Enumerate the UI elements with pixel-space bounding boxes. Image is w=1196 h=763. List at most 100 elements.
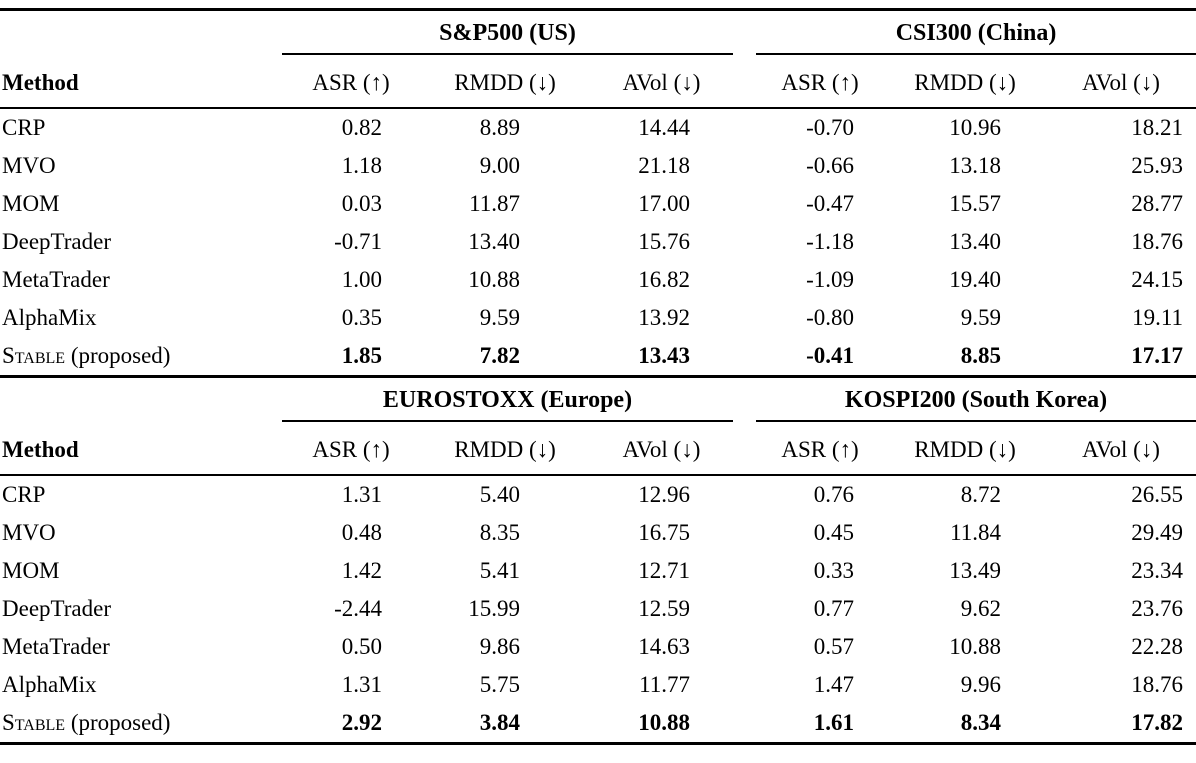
metric-value-cell: 1.18 (341, 153, 382, 178)
table-row: CRP 0.82 8.89 14.44 -0.70 10.96 18.21 (0, 108, 1196, 147)
metric-header-row: Method ASR (↑) RMDD (↓) AVol (↓) ASR (↑) RMDD… (0, 421, 1196, 476)
metric-value-cell: 13.18 (949, 153, 1002, 178)
column-gap (733, 223, 756, 261)
group-header-row: S&P500 (US) CSI300 (China) (0, 9, 1196, 55)
metric-column-header: ASR (↑) (756, 421, 885, 476)
metric-column-header: AVol (↓) (1046, 421, 1196, 476)
metric-value-cell: 1.00 (341, 267, 382, 292)
metric-value-cell: 12.59 (638, 596, 691, 621)
method-name-smallcaps: Stable (2, 710, 66, 735)
method-column-header: Method (0, 54, 282, 109)
column-gap (733, 10, 756, 55)
metric-value-cell: 13.40 (949, 229, 1002, 254)
method-name-cell: AlphaMix (2, 305, 97, 330)
table-row: CRP 1.31 5.40 12.96 0.76 8.72 26.55 (0, 475, 1196, 514)
column-gap (733, 337, 756, 377)
metric-value-cell: 0.57 (813, 634, 855, 659)
metric-value-cell: 0.33 (813, 558, 855, 583)
metric-value-cell: 0.50 (341, 634, 382, 659)
metric-value-cell: 18.21 (1131, 115, 1184, 140)
metric-value-cell: 10.88 (638, 710, 691, 735)
column-gap (733, 54, 757, 109)
metric-value-cell: 1.42 (341, 558, 382, 583)
method-name-cell: MOM (2, 191, 60, 216)
metric-value-cell: 5.40 (479, 482, 520, 507)
method-name-cell: AlphaMix (2, 672, 97, 697)
method-name-cell: Stable (proposed) (0, 704, 282, 744)
metric-value-cell: 9.86 (479, 634, 520, 659)
metric-value-cell: 14.63 (638, 634, 691, 659)
metric-value-cell: 17.00 (638, 191, 691, 216)
method-name-cell: CRP (2, 115, 46, 140)
results-table-bottom: EUROSTOXX (Europe) KOSPI200 (South Korea)… (0, 378, 1196, 745)
method-name-suffix: (proposed) (65, 343, 171, 368)
table-row: DeepTrader -2.44 15.99 12.59 0.77 9.62 23.76 (0, 590, 1196, 628)
table-row: Stable (proposed) 2.92 3.84 10.88 1.61 8.34 17… (0, 704, 1196, 744)
metric-value-cell: 18.76 (1131, 229, 1184, 254)
metric-value-cell: 1.85 (341, 343, 382, 368)
metric-value-cell: -2.44 (334, 596, 382, 621)
corner-blank (0, 10, 282, 55)
metric-value-cell: 9.59 (960, 305, 1002, 330)
metric-value-cell: 24.15 (1131, 267, 1184, 292)
metric-value-cell: -0.80 (806, 305, 855, 330)
method-name-suffix: (proposed) (65, 710, 171, 735)
metric-value-cell: 8.35 (479, 520, 520, 545)
metric-value-cell: 7.82 (479, 343, 520, 368)
metric-value-cell: 21.18 (638, 153, 691, 178)
column-gap (733, 261, 756, 299)
method-name-cell: MVO (2, 153, 56, 178)
metric-value-cell: 25.93 (1131, 153, 1184, 178)
table-row: MVO 1.18 9.00 21.18 -0.66 13.18 25.93 (0, 147, 1196, 185)
column-gap (733, 514, 756, 552)
method-name-cell: MOM (2, 558, 60, 583)
column-gap (733, 147, 756, 185)
metric-value-cell: 1.31 (341, 482, 382, 507)
metric-value-cell: 9.00 (479, 153, 520, 178)
metric-value-cell: 0.82 (341, 115, 382, 140)
metric-value-cell: 16.75 (638, 520, 691, 545)
metric-value-cell: 23.34 (1131, 558, 1184, 583)
method-name-cell: CRP (2, 482, 46, 507)
column-gap (733, 185, 756, 223)
metric-value-cell: -1.18 (806, 229, 855, 254)
metric-value-cell: 14.44 (638, 115, 691, 140)
column-gap (733, 666, 756, 704)
metric-value-cell: 0.03 (341, 191, 382, 216)
metric-value-cell: 13.92 (638, 305, 691, 330)
metric-value-cell: 29.49 (1131, 520, 1184, 545)
method-name-smallcaps: Stable (2, 343, 66, 368)
metric-value-cell: 26.55 (1131, 482, 1184, 507)
method-name-cell: DeepTrader (2, 229, 112, 254)
metric-value-cell: 1.61 (813, 710, 855, 735)
column-gap (733, 475, 756, 514)
metric-value-cell: 10.88 (949, 634, 1002, 659)
metric-value-cell: 11.87 (469, 191, 520, 216)
metric-value-cell: 5.75 (479, 672, 520, 697)
group-title: CSI300 (China) (756, 9, 1196, 55)
method-column-header: Method (0, 421, 282, 476)
metric-value-cell: 28.77 (1131, 191, 1184, 216)
column-gap (733, 552, 756, 590)
table-row: AlphaMix 0.35 9.59 13.92 -0.80 9.59 19.11 (0, 299, 1196, 337)
metric-header-row: Method ASR (↑) RMDD (↓) AVol (↓) ASR (↑) RMDD… (0, 54, 1196, 109)
metric-value-cell: 12.96 (638, 482, 691, 507)
group-title: S&P500 (US) (282, 9, 734, 55)
metric-value-cell: 9.59 (479, 305, 520, 330)
metric-value-cell: 11.84 (950, 520, 1002, 545)
metric-value-cell: 13.49 (949, 558, 1002, 583)
metric-value-cell: 8.85 (960, 343, 1002, 368)
metric-value-cell: 0.35 (341, 305, 382, 330)
metric-value-cell: 19.11 (1132, 305, 1184, 330)
metric-value-cell: -0.47 (806, 191, 855, 216)
column-gap (733, 704, 756, 744)
column-gap (733, 590, 756, 628)
table-row: Stable (proposed) 1.85 7.82 13.43 -0.41 8.85 1… (0, 337, 1196, 377)
metric-value-cell: 11.77 (639, 672, 691, 697)
metric-column-header: ASR (↑) (756, 54, 885, 109)
metric-value-cell: 0.48 (341, 520, 382, 545)
metric-value-cell: 1.31 (341, 672, 382, 697)
metric-value-cell: -0.71 (334, 229, 382, 254)
metric-value-cell: 2.92 (341, 710, 382, 735)
column-gap (733, 421, 757, 476)
